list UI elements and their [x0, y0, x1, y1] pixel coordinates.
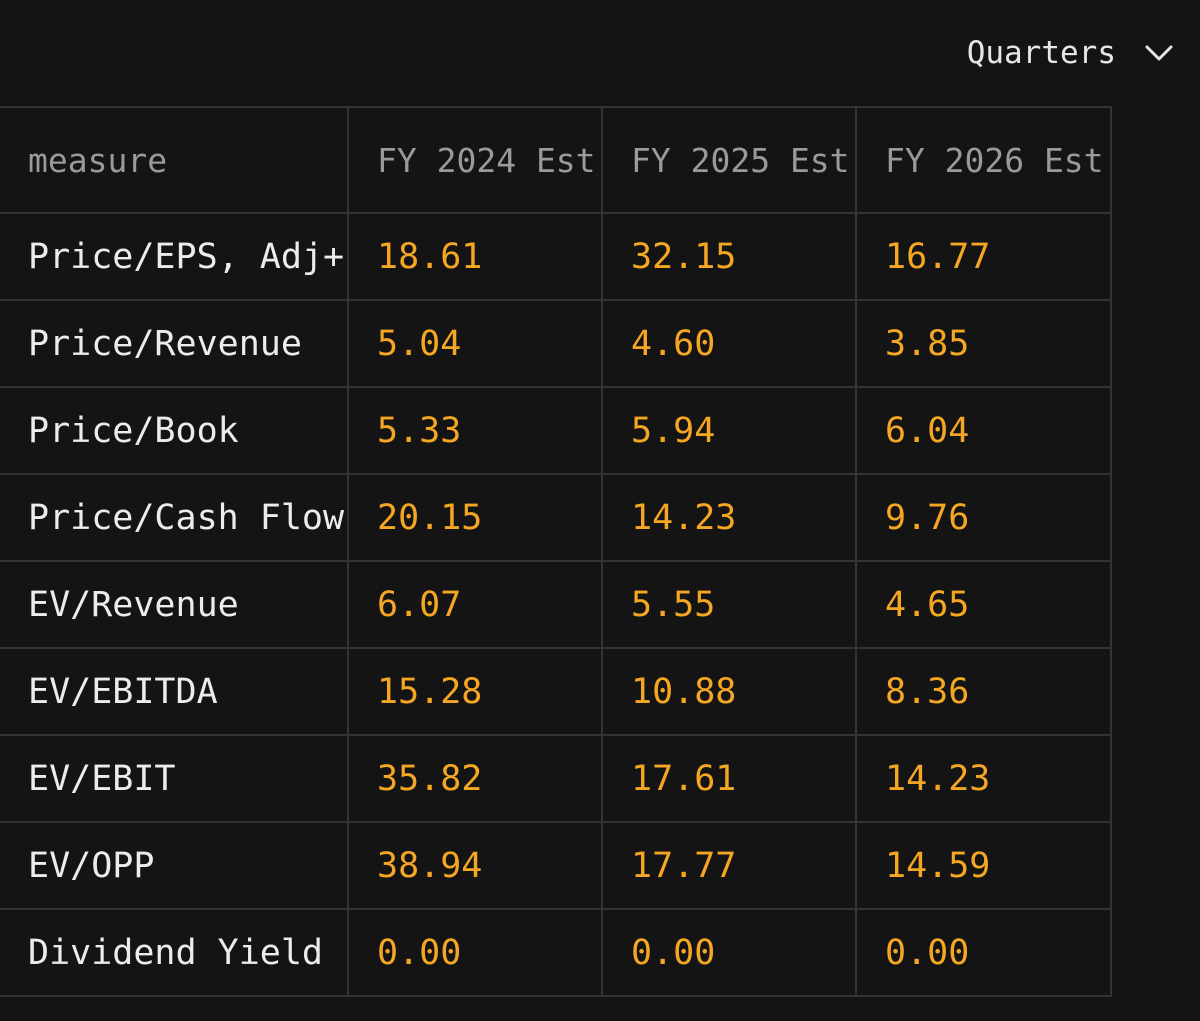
cell-value: 6.04	[855, 386, 1112, 475]
column-header-measure: measure	[0, 106, 349, 214]
row-label: EV/EBIT	[0, 734, 349, 823]
table-row: Price/EPS, Adj+ 18.61 32.15 16.77	[0, 212, 1112, 301]
cell-value: 32.15	[601, 212, 857, 301]
cell-value: 18.61	[347, 212, 603, 301]
table-row: Price/Revenue 5.04 4.60 3.85	[0, 299, 1112, 388]
valuation-table: measure FY 2024 Est FY 2025 Est FY 2026 …	[0, 106, 1112, 997]
cell-value: 5.33	[347, 386, 603, 475]
row-label: EV/OPP	[0, 821, 349, 910]
cell-value: 5.55	[601, 560, 857, 649]
column-header-fy2025: FY 2025 Est	[601, 106, 857, 214]
cell-value: 20.15	[347, 473, 603, 562]
cell-value: 0.00	[347, 908, 603, 997]
row-label: EV/EBITDA	[0, 647, 349, 736]
table-row: EV/Revenue 6.07 5.55 4.65	[0, 560, 1112, 649]
column-header-fy2026: FY 2026 Est	[855, 106, 1112, 214]
cell-value: 35.82	[347, 734, 603, 823]
cell-value: 6.07	[347, 560, 603, 649]
cell-value: 9.76	[855, 473, 1112, 562]
cell-value: 0.00	[855, 908, 1112, 997]
cell-value: 14.23	[601, 473, 857, 562]
cell-value: 0.00	[601, 908, 857, 997]
row-label: Price/Revenue	[0, 299, 349, 388]
cell-value: 14.59	[855, 821, 1112, 910]
cell-value: 3.85	[855, 299, 1112, 388]
table-row: EV/EBITDA 15.28 10.88 8.36	[0, 647, 1112, 736]
cell-value: 38.94	[347, 821, 603, 910]
cell-value: 5.04	[347, 299, 603, 388]
period-dropdown[interactable]: Quarters	[967, 30, 1174, 76]
row-label: Price/Book	[0, 386, 349, 475]
cell-value: 4.60	[601, 299, 857, 388]
column-header-fy2024: FY 2024 Est	[347, 106, 603, 214]
cell-value: 15.28	[347, 647, 603, 736]
cell-value: 5.94	[601, 386, 857, 475]
chevron-down-icon	[1145, 45, 1173, 61]
period-dropdown-label: Quarters	[966, 35, 1116, 71]
cell-value: 14.23	[855, 734, 1112, 823]
header-row: measure FY 2024 Est FY 2025 Est FY 2026 …	[0, 106, 1112, 214]
cell-value: 8.36	[855, 647, 1112, 736]
cell-value: 16.77	[855, 212, 1112, 301]
table-row: Dividend Yield 0.00 0.00 0.00	[0, 908, 1112, 997]
row-label: Dividend Yield	[0, 908, 349, 997]
row-label: Price/EPS, Adj+	[0, 212, 349, 301]
table-row: EV/OPP 38.94 17.77 14.59	[0, 821, 1112, 910]
row-label: Price/Cash Flow	[0, 473, 349, 562]
cell-value: 10.88	[601, 647, 857, 736]
row-label: EV/Revenue	[0, 560, 349, 649]
cell-value: 17.77	[601, 821, 857, 910]
cell-value: 17.61	[601, 734, 857, 823]
table-row: Price/Book 5.33 5.94 6.04	[0, 386, 1112, 475]
cell-value: 4.65	[855, 560, 1112, 649]
table-row: Price/Cash Flow 20.15 14.23 9.76	[0, 473, 1112, 562]
table-row: EV/EBIT 35.82 17.61 14.23	[0, 734, 1112, 823]
